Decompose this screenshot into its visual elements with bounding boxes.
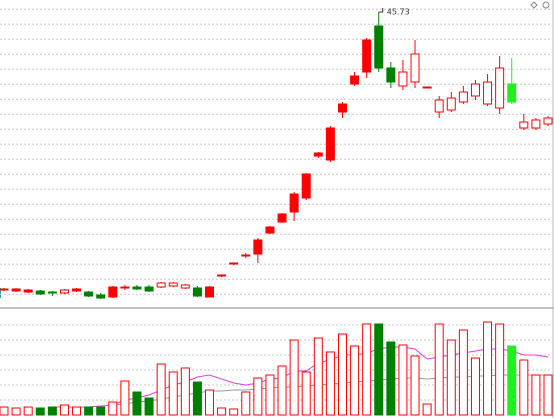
candle-body (156, 282, 166, 288)
volume-bar (446, 339, 456, 416)
candle-body (180, 284, 190, 289)
icon-circle[interactable] (542, 1, 550, 9)
volume-bar (289, 339, 299, 416)
candle-body (277, 213, 287, 223)
volume-bar (108, 401, 118, 416)
volume-bar (168, 371, 178, 416)
candle-body (47, 291, 57, 294)
volume-bar (205, 389, 215, 416)
candle-body (470, 83, 480, 97)
high-label: 45.73 (387, 8, 410, 17)
candle-body (144, 286, 154, 292)
volume-bar (192, 381, 202, 416)
candle-body (265, 226, 275, 234)
candle-body (446, 97, 456, 111)
volume-bar (253, 377, 263, 416)
volume-bar (277, 365, 287, 416)
candle-body (23, 289, 33, 293)
volume-bar (120, 380, 130, 416)
candle-body (96, 294, 106, 299)
candle-body (543, 117, 553, 125)
high-pointer (378, 8, 384, 13)
candle-body (192, 287, 202, 297)
volume-bar (96, 406, 106, 416)
volume-bar (301, 371, 311, 416)
volume-bar (350, 345, 360, 416)
volume-bar (144, 397, 154, 416)
candle-body (289, 193, 299, 213)
volume-bar (434, 323, 444, 416)
volume-bar (241, 391, 251, 416)
volume-bar (519, 359, 529, 416)
candle-body (11, 288, 21, 292)
candle-body (168, 282, 178, 287)
candle-body (519, 121, 529, 129)
volume-bar (84, 406, 94, 416)
candle-body (398, 71, 408, 87)
candle-body (241, 254, 251, 257)
volume-bar (229, 408, 239, 416)
candle-body (120, 286, 130, 289)
volume-bar (313, 337, 323, 416)
volume-bar (362, 323, 372, 416)
candle-body (434, 99, 444, 113)
candle-body (483, 81, 493, 105)
volume-bar (483, 321, 493, 416)
volume-bar (386, 341, 396, 416)
volume-bar (531, 374, 541, 416)
candle-body (217, 274, 227, 277)
volume-bar (325, 351, 335, 416)
candle-body (313, 152, 323, 157)
candle-body (458, 91, 468, 103)
candle-body (35, 290, 45, 295)
candle-body (72, 288, 82, 292)
candle-body (205, 286, 215, 298)
candle-body (507, 83, 517, 103)
volume-bar (470, 357, 480, 416)
candle-body (0, 288, 9, 291)
volume-bar (47, 406, 57, 416)
candle-body (325, 127, 335, 161)
candle-body (362, 39, 372, 73)
volume-bar (495, 323, 505, 416)
candle-body (132, 286, 142, 290)
candle-body (337, 103, 347, 113)
volume-bar (23, 406, 33, 416)
volume-bar (11, 407, 21, 416)
candle-body (84, 291, 94, 297)
candle-body (301, 173, 311, 199)
volume-bar (398, 344, 408, 416)
volume-bar (337, 333, 347, 416)
volume-bar (458, 329, 468, 416)
volume-bar (59, 404, 69, 416)
icon-diamond[interactable] (530, 1, 538, 9)
candle-body (253, 239, 263, 255)
volume-bar (0, 406, 9, 416)
candle-body (59, 289, 69, 294)
candle-body (350, 75, 360, 85)
candle-body (108, 286, 118, 298)
candle-body (531, 119, 541, 129)
candle-body (410, 53, 420, 83)
volume-bar (180, 367, 190, 416)
candle-body (495, 67, 505, 109)
volume-bar (156, 363, 166, 416)
volume-bar (410, 355, 420, 416)
volume-bar (217, 407, 227, 416)
candle-body (386, 67, 396, 83)
volume-bar (72, 406, 82, 416)
candle-body (374, 25, 384, 69)
volume-bar (422, 403, 432, 416)
volume-bar (374, 323, 384, 416)
volume-bar (35, 407, 45, 416)
volume-bar (507, 345, 517, 416)
volume-bar (132, 391, 142, 416)
volume-bar (265, 374, 275, 416)
candle-body (422, 86, 432, 89)
volume-bar (543, 374, 553, 416)
candle-body (229, 262, 239, 265)
